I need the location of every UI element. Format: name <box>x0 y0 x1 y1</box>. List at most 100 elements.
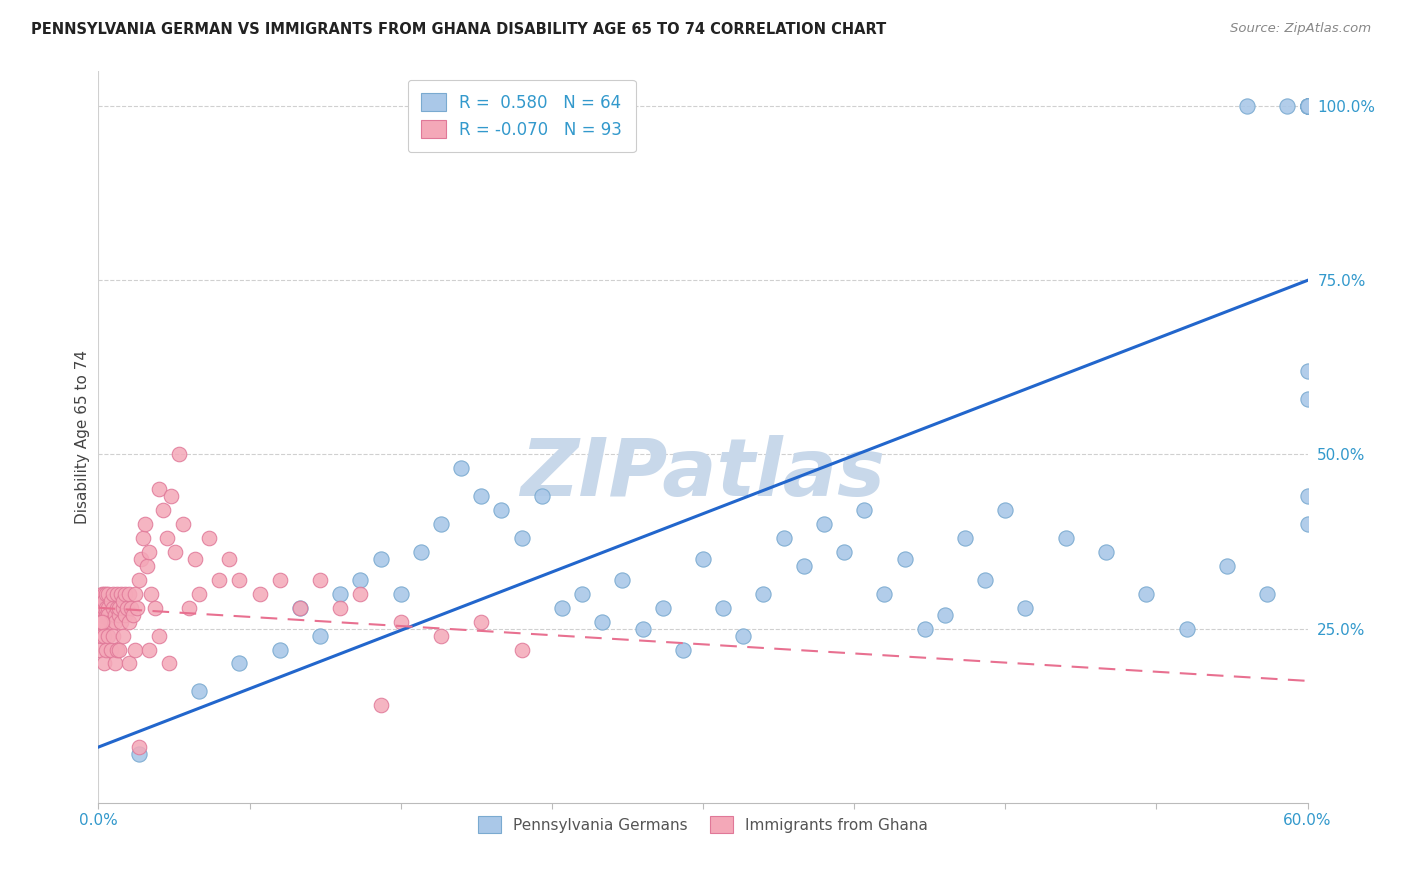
Point <box>1054 531 1077 545</box>
Point <box>156 531 179 545</box>
Point <box>450 461 472 475</box>
Point <box>752 587 775 601</box>
Point <box>1296 99 1319 113</box>
Point <box>179 600 201 615</box>
Point <box>1095 545 1118 559</box>
Point <box>1296 99 1319 113</box>
Point <box>1296 99 1319 113</box>
Point <box>114 607 136 622</box>
Point <box>672 642 695 657</box>
Point <box>167 448 190 462</box>
Point <box>571 587 593 601</box>
Point <box>160 489 183 503</box>
Point <box>118 587 141 601</box>
Point <box>370 552 392 566</box>
Point <box>1256 587 1278 601</box>
Point <box>111 629 134 643</box>
Point <box>89 607 111 622</box>
Point <box>105 587 128 601</box>
Point <box>370 698 392 713</box>
Point <box>163 545 186 559</box>
Point <box>491 503 513 517</box>
Point <box>733 629 755 643</box>
Point <box>1296 99 1319 113</box>
Point <box>91 600 114 615</box>
Point <box>208 573 231 587</box>
Point <box>105 642 128 657</box>
Point <box>148 629 170 643</box>
Point <box>118 657 141 671</box>
Point <box>1277 99 1299 113</box>
Text: ZIPatlas: ZIPatlas <box>520 434 886 513</box>
Point <box>103 657 125 671</box>
Point <box>591 615 613 629</box>
Point <box>132 531 155 545</box>
Point <box>157 657 180 671</box>
Point <box>89 642 111 657</box>
Point <box>813 517 835 532</box>
Point <box>124 587 146 601</box>
Point <box>91 607 114 622</box>
Point <box>97 600 120 615</box>
Point <box>793 558 815 573</box>
Point <box>994 503 1017 517</box>
Point <box>96 600 118 615</box>
Point <box>134 517 156 532</box>
Point <box>430 517 453 532</box>
Point <box>1216 558 1239 573</box>
Point <box>125 600 148 615</box>
Point <box>96 607 118 622</box>
Point <box>329 587 352 601</box>
Point <box>1296 517 1319 532</box>
Point <box>101 629 124 643</box>
Point <box>692 552 714 566</box>
Point <box>873 587 896 601</box>
Point <box>111 600 134 615</box>
Point <box>114 587 136 601</box>
Point <box>93 629 115 643</box>
Point <box>93 600 115 615</box>
Point <box>184 552 207 566</box>
Point <box>91 615 114 629</box>
Point <box>135 558 157 573</box>
Point <box>934 607 956 622</box>
Point <box>107 607 129 622</box>
Point <box>249 587 271 601</box>
Point <box>97 629 120 643</box>
Text: Source: ZipAtlas.com: Source: ZipAtlas.com <box>1230 22 1371 36</box>
Point <box>389 587 412 601</box>
Point <box>115 600 138 615</box>
Point <box>288 600 311 615</box>
Point <box>100 615 122 629</box>
Point <box>139 587 162 601</box>
Point <box>96 587 118 601</box>
Point <box>107 600 129 615</box>
Point <box>110 615 132 629</box>
Point <box>89 594 111 608</box>
Point <box>1296 99 1319 113</box>
Point <box>510 642 533 657</box>
Point <box>138 642 160 657</box>
Point <box>1135 587 1157 601</box>
Point <box>105 600 128 615</box>
Point <box>430 629 453 643</box>
Point <box>121 607 143 622</box>
Point <box>96 642 118 657</box>
Point <box>470 615 492 629</box>
Point <box>111 594 134 608</box>
Point <box>349 573 371 587</box>
Point <box>172 517 194 532</box>
Point <box>1236 99 1258 113</box>
Point <box>91 629 114 643</box>
Point <box>530 489 553 503</box>
Point <box>329 600 352 615</box>
Point <box>148 483 170 497</box>
Point <box>1296 99 1319 113</box>
Point <box>228 573 250 587</box>
Point <box>893 552 915 566</box>
Point <box>110 587 132 601</box>
Point <box>1296 489 1319 503</box>
Point <box>128 740 150 755</box>
Point <box>914 622 936 636</box>
Point <box>1175 622 1198 636</box>
